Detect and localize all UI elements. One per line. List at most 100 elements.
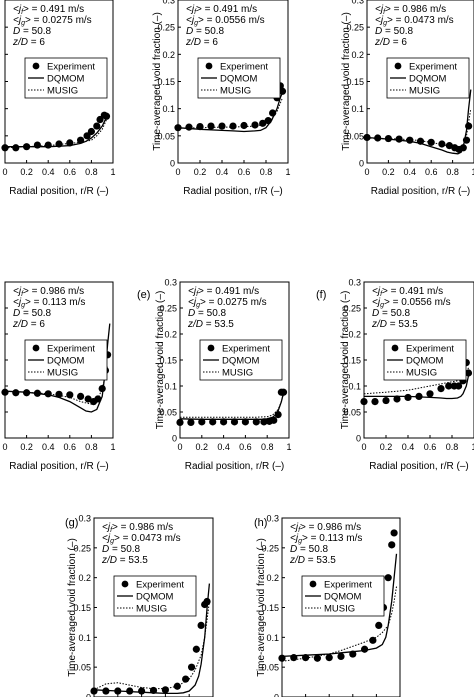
dqmom-line <box>177 92 284 133</box>
experiment-point <box>187 418 195 426</box>
x-tick-label: 0.6 <box>425 167 438 177</box>
x-tick-label: 0.6 <box>238 167 251 177</box>
param-text: z/D = 53.5 <box>187 319 234 330</box>
experiment-point <box>1 388 9 396</box>
y-axis-title: Time-averaged void fraction (–) <box>340 291 351 430</box>
experiment-point <box>438 140 446 148</box>
x-tick-label: 0 <box>2 442 7 452</box>
y-tick-label: 0.3 <box>348 278 361 288</box>
x-tick-label: 0.8 <box>261 442 274 452</box>
param-text: D = 50.8 <box>188 308 227 319</box>
y-tick-label: 0.25 <box>343 304 361 314</box>
experiment-point <box>161 686 169 694</box>
y-tick-label: 0.25 <box>73 543 91 553</box>
y-axis-title: Time-averaged void fraction (–) <box>341 12 352 151</box>
legend-marker-experiment <box>309 580 317 588</box>
experiment-point <box>196 122 204 131</box>
legend-label: Experiment <box>47 62 95 73</box>
param-text: D = 50.8 <box>102 544 141 555</box>
legend-label: DQMOM <box>409 74 447 85</box>
param-text: <jf> = 0.491 m/s <box>186 4 257 16</box>
experiment-point <box>192 645 200 653</box>
param-text: D = 50.8 <box>186 26 225 37</box>
legend-label: DQMOM <box>222 356 260 367</box>
experiment-point <box>390 529 398 537</box>
y-tick-label: 0 <box>359 159 364 169</box>
dqmom-line <box>5 114 109 148</box>
x-tick-label: 0.8 <box>446 442 459 452</box>
experiment-point <box>220 418 228 426</box>
experiment-point <box>384 574 392 582</box>
experiment-point <box>361 645 369 653</box>
panel-label: (f) <box>316 289 326 301</box>
y-tick-label: 0.3 <box>164 278 177 288</box>
experiment-point <box>207 122 215 130</box>
y-tick-label: 0.05 <box>159 408 177 418</box>
x-tick-label: 0 <box>364 167 369 177</box>
experiment-point <box>325 654 333 662</box>
y-tick-label: 0.2 <box>78 573 91 583</box>
experiment-point <box>84 395 92 403</box>
param-text: <jf> = 0.986 m/s <box>290 522 361 534</box>
y-tick-label: 0.25 <box>157 23 175 33</box>
x-tick-label: 0.2 <box>196 442 209 452</box>
y-tick-label: 0.15 <box>159 356 177 366</box>
param-text: z/D = 6 <box>12 319 45 330</box>
x-tick-label: 0.4 <box>216 167 229 177</box>
param-text: <jf> = 0.491 m/s <box>188 286 259 298</box>
legend-label: DQMOM <box>47 74 85 85</box>
experiment-point <box>209 418 217 426</box>
musig-line <box>93 601 210 691</box>
experiment-point <box>455 382 463 390</box>
y-tick-label: 0.15 <box>157 77 175 87</box>
musig-line <box>177 97 283 129</box>
param-text: D = 50.8 <box>13 308 52 319</box>
param-text: <jf> = 0.491 m/s <box>372 286 443 298</box>
experiment-point <box>176 418 184 426</box>
x-tick-label: 0.6 <box>239 442 252 452</box>
x-tick-label: 0.2 <box>20 167 33 177</box>
experiment-point <box>360 398 368 406</box>
experiment-point <box>445 382 453 390</box>
y-tick-label: 0.1 <box>164 382 177 392</box>
y-tick-label: 0.2 <box>348 330 361 340</box>
legend-label: DQMOM <box>406 356 444 367</box>
legend-marker-experiment <box>391 344 399 352</box>
y-tick-label: 0.2 <box>351 50 364 60</box>
experiment-point <box>426 390 434 398</box>
y-tick-label: 0.2 <box>266 573 279 583</box>
x-tick-label: 0.8 <box>85 167 98 177</box>
experiment-point <box>241 418 249 426</box>
y-tick-label: 0.15 <box>346 77 364 87</box>
param-text: <jf> = 0.986 m/s <box>102 522 173 534</box>
experiment-point <box>218 122 226 130</box>
experiment-point <box>93 122 101 130</box>
param-text: <jg> = 0.0473 m/s <box>102 533 181 545</box>
x-tick-label: 0.8 <box>260 167 273 177</box>
experiment-point <box>173 682 181 690</box>
param-text: z/D = 6 <box>185 37 218 48</box>
legend-marker-experiment <box>207 344 215 352</box>
x-tick-label: 0.6 <box>64 167 77 177</box>
experiment-point <box>174 124 182 132</box>
x-tick-label: 0.4 <box>42 167 55 177</box>
x-tick-label: 0.6 <box>64 442 77 452</box>
dqmom-line <box>179 392 285 420</box>
experiment-point <box>278 87 287 95</box>
x-axis-title: Radial position, r/R (–) <box>9 461 108 472</box>
musig-line <box>180 393 285 418</box>
param-text: z/D = 53.5 <box>371 319 418 330</box>
y-tick-label: 0.1 <box>351 104 364 114</box>
x-tick-label: 0.6 <box>424 442 437 452</box>
param-text: D = 50.8 <box>375 26 414 37</box>
param-text: z/D = 53.5 <box>101 555 148 566</box>
y-tick-label: 0.3 <box>351 0 364 6</box>
x-tick-label: 1 <box>110 442 115 452</box>
experiment-point <box>77 392 85 400</box>
chart-panel-6: 0 0.05 0.1 0.15 0.2 0.25 0.3 0 0.2 0.4 0.6 0.8 1Radi… <box>316 278 474 472</box>
legend-label: Experiment <box>406 344 454 355</box>
experiment-point <box>371 398 379 406</box>
experiment-point <box>185 123 193 131</box>
experiment-point <box>12 144 20 152</box>
